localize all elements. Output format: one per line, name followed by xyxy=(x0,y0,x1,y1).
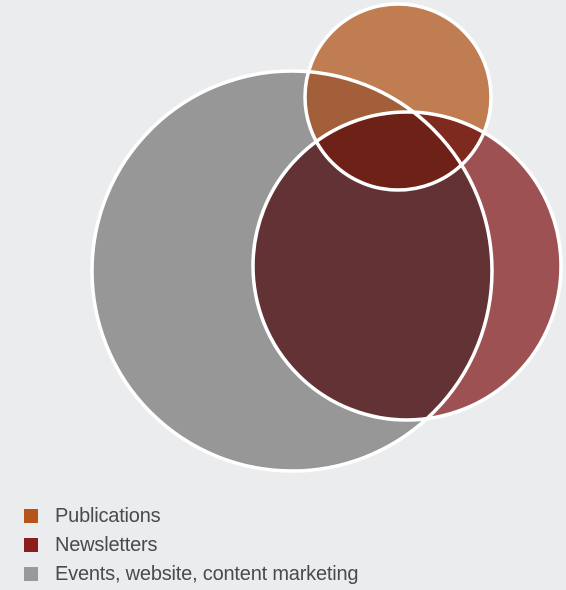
legend-item-events: Events, website, content marketing xyxy=(24,558,359,590)
legend: Publications Newsletters Events, website… xyxy=(24,500,359,590)
legend-label-events: Events, website, content marketing xyxy=(55,562,359,585)
legend-label-newsletters: Newsletters xyxy=(55,533,158,556)
legend-label-publications: Publications xyxy=(55,504,161,527)
legend-swatch-publications xyxy=(24,509,38,523)
publications-outline xyxy=(303,2,493,192)
legend-item-newsletters: Newsletters xyxy=(24,529,358,561)
newsletters-outline xyxy=(251,110,563,422)
legend-swatch-events xyxy=(24,567,38,581)
legend-item-publications: Publications xyxy=(24,500,358,532)
events-outline xyxy=(90,69,494,473)
legend-swatch-newsletters xyxy=(24,538,38,552)
circle-outlines xyxy=(90,2,563,473)
